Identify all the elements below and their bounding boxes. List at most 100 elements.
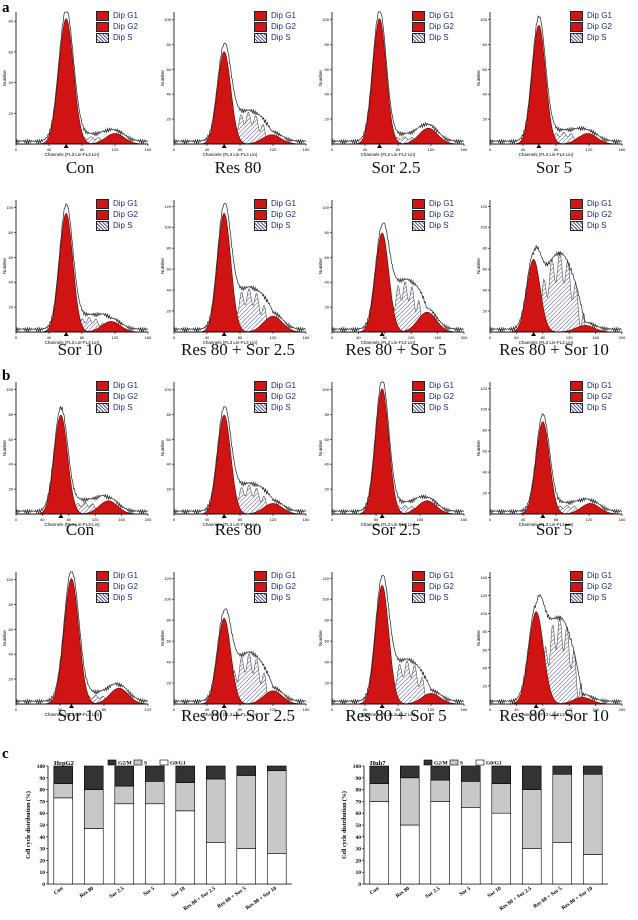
y-tick-label: 100 [322, 597, 329, 602]
legend-g1: Dip G1 [96, 198, 138, 209]
histogram-legend: Dip G1 Dip G2 Dip S [96, 198, 138, 231]
x-tick-label: Sor 2.5 [425, 886, 442, 900]
x-axis-label: Channels (FL3 Lin-FL3 Lin) [519, 340, 574, 345]
legend-s: Dip S [254, 592, 296, 603]
legend-swatch [254, 380, 267, 391]
legend-swatch [412, 32, 425, 43]
legend-label: Dip G2 [113, 22, 138, 31]
histogram-trace [331, 222, 465, 333]
x-axis-label: Channels (FL3 Lin-FL3 Lin) [519, 152, 574, 157]
x-axis-label: Channels (FL3 Lin-FL3 Lin) [203, 340, 258, 345]
y-tick-label: 20 [325, 487, 330, 492]
legend-swatch [254, 32, 267, 43]
legend-swatch [254, 21, 267, 32]
legend-label: Dip G2 [271, 582, 296, 591]
y-tick-label: 20 [167, 117, 172, 122]
y-axis-label: Number [160, 258, 165, 275]
chart-title: Huh7 [370, 760, 386, 767]
bar-g2m [175, 765, 196, 783]
legend-label: Dip S [271, 403, 291, 412]
bar-s [460, 781, 481, 808]
histogram-b-6: 20 40 60 80 100 120 0 40 80 120 160 Number Channels … [318, 564, 474, 724]
y-tick-label: 100 [480, 611, 487, 616]
y-tick-label: 100 [480, 225, 487, 230]
legend-label: G0/G1 [486, 761, 502, 767]
y-tick-label: 60 [356, 811, 362, 817]
y-tick-label: 100 [480, 17, 487, 22]
histogram-trace [173, 203, 307, 333]
y-tick-label: 60 [167, 639, 172, 644]
legend-s: Dip S [412, 592, 454, 603]
x-tick-label: Res 80 + Sor 5 [216, 886, 247, 910]
legend-s: Dip S [570, 220, 612, 231]
histogram-caption: Sor 5 [535, 520, 573, 539]
x-tick-label: 200 [461, 335, 468, 340]
x-tick-label: 160 [434, 335, 441, 340]
bar-g0g1 [399, 824, 420, 885]
x-axis-label: Channels (FL3 Lin-FL3 Lin) [361, 712, 416, 717]
legend-swatch [254, 220, 267, 231]
histogram-caption: Res 80 + Sor 5 [345, 340, 447, 359]
histogram-caption: Con [65, 520, 95, 539]
legend-label: Dip S [271, 33, 291, 42]
legend-label: Dip G2 [429, 210, 454, 219]
legend-g2: Dip G2 [96, 21, 138, 32]
x-tick-label: 0 [331, 147, 334, 152]
legend-g1: Dip G1 [412, 570, 454, 581]
legend-label: Dip G1 [271, 381, 296, 390]
histogram-svg: 20 40 60 80 100 120 0 40 80 120 160 Number Channels … [476, 382, 626, 527]
y-tick-label: 100 [164, 225, 171, 230]
y-tick-label: 60 [167, 267, 172, 272]
legend-label: Dip G1 [587, 381, 612, 390]
x-tick-label: 160 [303, 707, 310, 712]
y-tick-label: 30 [356, 847, 362, 853]
histogram-a-3: 20 40 60 80 100 0 40 80 120 160 Number Channels (FL… [476, 4, 632, 164]
legend-s: Dip S [412, 220, 454, 231]
y-tick-label: 100 [164, 387, 171, 392]
histogram-b-2: 20 40 60 80 100 0 50 100 150 Number Channels (FL3 … [318, 374, 474, 534]
y-tick-label: 80 [483, 629, 488, 634]
bar-s [236, 775, 257, 849]
x-axis-label: Channels (FL3 Lin-FL3 Lin) [361, 340, 416, 345]
y-axis-label: Number [2, 258, 7, 275]
x-tick-label: 0 [15, 335, 18, 340]
y-axis-label: Number [476, 630, 481, 647]
x-axis-label: Channels (FL3 Lin-FL3 Lin) [519, 712, 574, 717]
bar-g0g1 [369, 801, 390, 885]
x-tick-label: 40 [58, 707, 63, 712]
bar-s [582, 773, 603, 855]
legend-label: Dip S [113, 403, 133, 412]
legend-label: Dip G1 [429, 199, 454, 208]
histogram-caption: Sor 2.5 [371, 520, 421, 539]
legend-swatch [412, 570, 425, 581]
legend-swatch [96, 592, 109, 603]
x-tick-label: 100 [417, 517, 424, 522]
bar-g2m [521, 765, 542, 790]
x-tick-label: 120 [112, 335, 119, 340]
g1-peak [16, 212, 148, 333]
histogram-caption: Res 80 + Sor 10 [499, 706, 609, 725]
panel-label-b: b [2, 368, 11, 384]
y-tick-label: 100 [164, 17, 171, 22]
legend-g1: Dip G1 [96, 570, 138, 581]
legend-swatch [107, 759, 117, 766]
legend-label: Dip G1 [271, 571, 296, 580]
legend-swatch [96, 380, 109, 391]
y-tick-label: 20 [167, 487, 172, 492]
y-tick-label: 60 [325, 437, 330, 442]
y-tick-label: 120 [480, 204, 487, 209]
legend-label: Dip G1 [271, 199, 296, 208]
legend-label: Dip S [113, 33, 133, 42]
legend-swatch [96, 570, 109, 581]
y-axis-label: Number [160, 70, 165, 87]
legend-swatch [570, 380, 583, 391]
legend-swatch [96, 198, 109, 209]
histogram-caption: Sor 10 [57, 340, 103, 359]
legend-label: S [144, 761, 147, 767]
y-tick-label: 40 [40, 835, 46, 841]
y-tick-label: 40 [483, 665, 488, 670]
y-tick-label: 80 [483, 428, 488, 433]
histogram-legend: Dip G1 Dip G2 Dip S [254, 380, 296, 413]
y-tick-label: 20 [325, 117, 330, 122]
y-tick-label: 40 [356, 835, 362, 841]
